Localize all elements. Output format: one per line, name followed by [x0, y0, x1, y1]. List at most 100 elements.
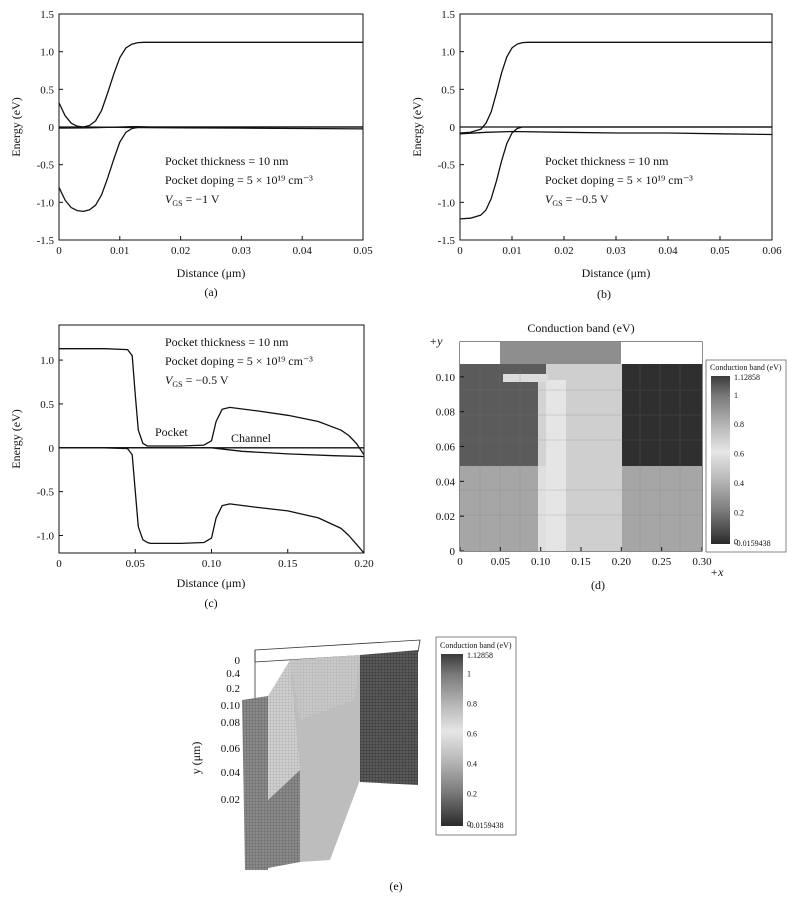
- colorbar-tick-label: 1: [467, 669, 471, 678]
- y-tick-label: 1.5: [40, 9, 54, 21]
- y-axis-label: Energy (eV): [9, 97, 23, 156]
- map-grid: [460, 364, 702, 551]
- x-tick-label: 0.05: [491, 556, 511, 568]
- y-tick-label: 0.4: [226, 668, 240, 680]
- band-line-3: [59, 447, 365, 554]
- x-tick-label: 0: [56, 245, 62, 257]
- y-tick-label: 0.5: [40, 84, 54, 96]
- colorbar-max-label: 1.12858: [734, 373, 760, 382]
- axis-mark-x: +x: [710, 565, 724, 579]
- vgs-symbol: V: [545, 192, 554, 206]
- vgs-subscript: GS: [172, 199, 182, 208]
- series-group: [459, 41, 773, 220]
- panel-caption: (d): [591, 578, 605, 592]
- label-pocket: Pocket: [155, 425, 188, 439]
- colorbar-tick-label: 0.6: [734, 450, 744, 459]
- annotation-vgs: VGS = −0.5 V: [165, 373, 229, 389]
- panel-caption: (a): [204, 285, 217, 299]
- band-line-1: [59, 126, 364, 130]
- y-tick-label: 0.02: [221, 794, 240, 806]
- x-tick-label: 0.05: [353, 245, 373, 257]
- x-tick-label: 0.06: [762, 245, 782, 257]
- vgs-value: = −1 V: [183, 192, 220, 206]
- x-tick-label: 0.20: [354, 558, 374, 570]
- x-tick-label: 0.20: [612, 556, 632, 568]
- band-line-0: [58, 41, 363, 128]
- y-tick-label: 0: [450, 122, 456, 134]
- colorbar-title: Conduction band (eV): [710, 363, 782, 372]
- colorbar-tick-label: 0.8: [467, 699, 477, 708]
- colorbar-tick-label: 0.4: [734, 479, 744, 488]
- y-tick-label: 1.0: [40, 355, 54, 367]
- colorbar-tick-label: 1: [734, 391, 738, 400]
- y-tick-label: 0.04: [436, 476, 456, 488]
- y-tick-label: 0.02: [436, 511, 455, 523]
- surface-bulk-step: [268, 770, 300, 868]
- annotation-thickness: Pocket thickness = 10 nm: [545, 154, 669, 168]
- tick-group: 0 0.05 0.10 0.15 0.20 1.0 0.5 0 -0.5 -1.0: [37, 355, 375, 570]
- colorbar-tick-label: 0: [734, 538, 738, 547]
- panel-caption: (b): [597, 287, 611, 301]
- y-tick-label: -1.0: [37, 530, 55, 542]
- annotation-vgs: VGS = −0.5 V: [545, 192, 609, 208]
- y-tick-label: -1.0: [37, 197, 55, 209]
- y-tick-label: 0.5: [441, 84, 455, 96]
- panel-d-conduction-band-map: Conduction band (eV) +y +x 0 0.05 0.10 0.15…: [429, 321, 787, 592]
- band-line-2: [59, 447, 365, 458]
- x-tick-label: 0.04: [293, 245, 313, 257]
- y-tick-label: 0.10: [436, 372, 456, 384]
- tick-group: 0 0.05 0.10 0.15 0.20 0.25 0.30 0 0.02 0.04 0.06 0.…: [436, 372, 712, 568]
- band-line-2: [459, 130, 773, 136]
- colorbar-title: Conduction band (eV): [440, 641, 512, 650]
- x-tick-label: 0.15: [571, 556, 591, 568]
- y-tick-label: 0.04: [221, 767, 241, 779]
- panel-c-band-diagram: 0 0.05 0.10 0.15 0.20 1.0 0.5 0 -0.5 -1.0 Distanc…: [9, 324, 375, 610]
- colorbar-ticks: 1.12858 1 0.8 0.6 0.4 0.2 0-0.0159438: [467, 651, 504, 830]
- annotation-vgs: VGS = −1 V: [165, 192, 220, 208]
- band-line-3: [459, 126, 772, 220]
- y-tick-label: 0.06: [436, 442, 456, 454]
- tick-group: 0 0.01 0.02 0.03 0.04 0.05 0.06 1.5 1.0 0.5 0 -0.5 -…: [438, 9, 783, 257]
- x-tick-label: 0.05: [710, 245, 730, 257]
- colorbar-tick-label: 0.2: [467, 790, 477, 799]
- x-tick-label: 0.03: [232, 245, 252, 257]
- band-line-3: [58, 126, 363, 213]
- top-strip-right: [621, 342, 702, 364]
- panel-e-conduction-band-surface: 00.40.20.100.080.060.040.02 y (μm) Condu…: [189, 636, 517, 893]
- pocket-band: [503, 374, 548, 382]
- y-tick-label: 0.5: [40, 399, 54, 411]
- vgs-symbol: V: [165, 373, 174, 387]
- gate-region: [500, 342, 621, 364]
- tick-group: 00.4 0.2 0.10 0.08 0.06 0.04 0.02: [221, 655, 241, 806]
- x-tick-label: 0.10: [202, 558, 222, 570]
- y-tick-label: -1.0: [438, 197, 456, 209]
- y-tick-label: 0.2: [226, 683, 240, 695]
- colorbar-gradient: [711, 376, 730, 544]
- x-tick-label: 0.10: [531, 556, 551, 568]
- series-group: [58, 41, 364, 213]
- y-tick-label: 0.08: [221, 717, 241, 729]
- y-tick-label: -0.5: [438, 160, 456, 172]
- x-tick-label: 0: [56, 558, 62, 570]
- y-axis-label: y (μm): [189, 742, 203, 775]
- vgs-value: = −0.5 V: [183, 373, 229, 387]
- tick-group: 0 0.01 0.02 0.03 0.04 0.05 1.5 1.0 0.5 0 -0.5 -1.0 -…: [37, 9, 374, 257]
- colorbar-tick-label: 0.6: [467, 729, 477, 738]
- x-tick-label: 0.15: [278, 558, 298, 570]
- y-tick-label: -1.5: [37, 235, 55, 247]
- y-tick-label: 1.0: [441, 47, 455, 59]
- colorbar-gradient: [441, 654, 463, 826]
- surface-source-wall: [242, 696, 268, 870]
- surface-channel-mesh: [290, 655, 360, 720]
- y-tick-label: 0: [235, 655, 241, 667]
- band-line-0: [459, 41, 772, 134]
- top-strip: [460, 342, 500, 364]
- colorbar-tick-label: 0: [467, 820, 471, 829]
- y-tick-label: 0.08: [436, 407, 456, 419]
- colorbar-tick-label: 0.4: [467, 759, 477, 768]
- y-tick-label: -1.5: [438, 235, 456, 247]
- y-tick-label: 0.06: [221, 743, 241, 755]
- vgs-symbol: V: [165, 192, 174, 206]
- y-tick-label: 0: [49, 443, 55, 455]
